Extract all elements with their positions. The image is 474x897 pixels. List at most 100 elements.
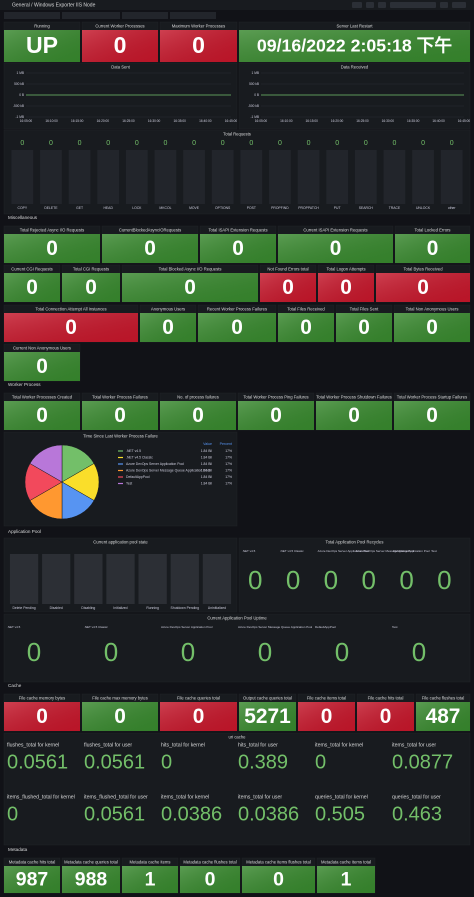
stat-shine <box>317 866 375 893</box>
stat-value: 0 <box>192 404 204 427</box>
panel-title: File cache items total <box>307 696 346 701</box>
bar-label: Initialized <box>113 606 127 610</box>
section-header[interactable]: Application Pool <box>8 529 41 534</box>
x-tick-label: 16:20:00 <box>331 119 344 123</box>
stat-shine <box>394 401 470 430</box>
item-value: 0.463 <box>392 803 442 825</box>
legend-swatch <box>118 469 123 472</box>
legend-name[interactable]: DefaultAppPool <box>126 475 150 479</box>
y-tick-label: -1 MB <box>15 115 24 119</box>
panel-title: Output cache queries total <box>243 696 292 701</box>
toolbar[interactable] <box>352 2 466 8</box>
item-name: hits_total for user <box>238 742 278 748</box>
bar-label: UNLOCK <box>416 206 431 210</box>
stat-value: 0 <box>426 316 438 339</box>
item-name: .NET v4.5 Classic <box>280 549 304 553</box>
panel-title: File cache memory bytes <box>19 696 66 701</box>
stat-shine <box>140 313 196 342</box>
stat-shine <box>4 273 60 302</box>
variables[interactable] <box>4 12 216 19</box>
bar-value: 0 <box>278 140 282 147</box>
panel-title: Metadata cache queries total <box>64 860 118 865</box>
section-header[interactable]: Miscellaneous <box>8 215 38 220</box>
item-value: 0 <box>7 803 18 825</box>
item-value: 0 <box>286 565 300 595</box>
legend-value: 1.84 Bil <box>201 449 213 453</box>
panel-title: Total Non Anonymous Users <box>406 307 459 312</box>
stat-shine <box>239 702 296 731</box>
bar-track <box>412 150 434 204</box>
item-name: items_flushed_total for user <box>84 794 148 800</box>
stat-shine <box>4 313 138 342</box>
stat-shine <box>82 30 158 62</box>
x-tick-label: 16:45:00 <box>458 119 471 123</box>
bar-label: PUT <box>334 206 341 210</box>
bar-label: TRACE <box>389 206 401 210</box>
x-tick-label: 16:20:00 <box>97 119 110 123</box>
y-tick-label: -500 kB <box>13 104 24 108</box>
item-name: Azure DevOps Server Message Queue Applic… <box>238 625 313 629</box>
stat-value: 0 <box>36 404 48 427</box>
legend-percent: 17% <box>225 455 232 459</box>
stat-value: 0 <box>358 316 370 339</box>
bar-track <box>68 150 91 204</box>
item-name: Azure DevOps Server Message Queue Applic… <box>356 549 431 553</box>
bar-value: 0 <box>163 140 167 147</box>
section-header[interactable]: Cache <box>8 683 22 688</box>
stat-value: 0 <box>192 32 205 58</box>
y-tick-label: -500 kB <box>248 104 259 108</box>
stat-value: 0 <box>232 237 244 260</box>
section-header[interactable]: Worker Process <box>8 382 41 387</box>
legend-name[interactable]: .NET v4.5 Classic <box>126 455 153 459</box>
legend-percent: 17% <box>225 468 232 472</box>
item-value: 0.0877 <box>392 751 453 773</box>
bar-label: LOCK <box>132 206 142 210</box>
stat-value: 0 <box>205 869 216 891</box>
stat-value: 0 <box>162 316 174 339</box>
stat-shine <box>395 234 470 263</box>
x-tick-label: 16:05:00 <box>20 119 33 123</box>
item-name: .NET v4.5 <box>242 549 256 553</box>
stat-value: 0 <box>330 237 342 260</box>
legend-swatch <box>118 456 123 459</box>
y-tick-label: 500 kB <box>14 82 24 86</box>
legend-name[interactable]: Azure DevOps Server Application Pool <box>126 462 184 466</box>
legend-percent: 17% <box>225 462 232 466</box>
item-name: queries_total for kernel <box>315 794 368 800</box>
panel-title: Server Last Restart <box>336 24 373 29</box>
stat-value: 5271 <box>244 705 291 728</box>
stat-value: 0 <box>114 404 126 427</box>
panel-title: Total Connection Attempt All Instances <box>35 307 106 312</box>
breadcrumb[interactable]: General / Windows Exporter IIS Node <box>12 2 96 8</box>
legend-name[interactable]: .NET v4.5 <box>126 449 141 453</box>
stat-shine <box>160 702 237 731</box>
item-value: 0 <box>335 637 349 667</box>
bar-label: POST <box>247 206 256 210</box>
stat-shine <box>160 30 237 62</box>
panel-title: File cache max memory bytes <box>92 696 148 701</box>
legend-name[interactable]: Test <box>126 481 132 485</box>
stat-value: 0 <box>26 276 38 299</box>
item-value: 0 <box>437 565 451 595</box>
pie-slice <box>29 444 63 483</box>
stat-shine <box>160 401 236 430</box>
item-value: 0 <box>315 751 326 773</box>
section-header[interactable]: Metadata <box>8 847 28 852</box>
bar-value: 0 <box>106 140 110 147</box>
legend-value: 1.84 Bil <box>201 455 213 459</box>
panel-title: Time Since Last Worker Process Failure <box>83 434 158 439</box>
bar-track <box>9 554 39 604</box>
item-name: items_total for kernel <box>315 742 363 748</box>
x-tick-label: 16:30:00 <box>148 119 161 123</box>
legend-name[interactable]: Azure DevOps Server Message Queue Applic… <box>126 468 210 472</box>
bar-track <box>383 150 406 204</box>
stat-value: 1 <box>341 869 352 891</box>
legend-header: Value <box>203 442 212 446</box>
panel-title: Total Rejected Async I/O Requests <box>20 228 84 233</box>
stat-value: 0 <box>380 705 392 728</box>
item-name: flushes_total for kernel <box>7 742 59 748</box>
item-value: 0.0386 <box>161 803 222 825</box>
item-value: 0 <box>248 565 262 595</box>
bar-track <box>326 150 349 204</box>
item-name: flushes_total for user <box>84 742 132 748</box>
